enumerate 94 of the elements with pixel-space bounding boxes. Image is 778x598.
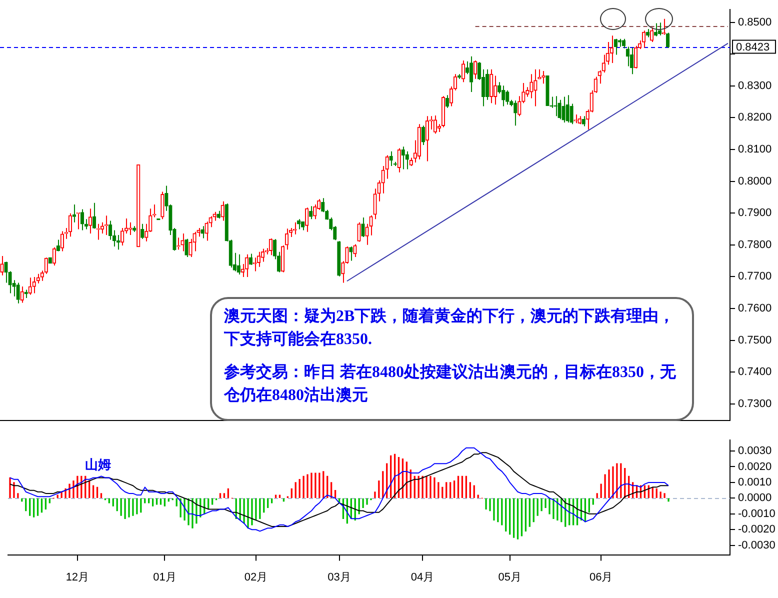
y-tick-label: -0.0020 <box>738 524 776 536</box>
ref-line-label: 0.8423 <box>736 41 770 54</box>
x-tick-label: 06月 <box>589 571 613 584</box>
candlestick <box>140 223 144 240</box>
candlestick <box>562 96 566 123</box>
candlestick <box>24 289 28 298</box>
candlestick <box>397 148 401 173</box>
y-tick-label: 0.7700 <box>738 270 772 283</box>
candlestick <box>457 74 462 80</box>
y-tick-label: 0.8100 <box>738 144 772 156</box>
candlestick <box>554 96 558 117</box>
candlestick <box>28 277 32 296</box>
candlestick <box>433 114 438 134</box>
candlestick <box>530 74 534 99</box>
annotation: 山姆 <box>85 456 111 474</box>
candlestick <box>116 234 120 250</box>
candlestick <box>538 68 542 80</box>
candlestick <box>441 96 446 128</box>
candlestick <box>204 221 208 242</box>
candlestick <box>268 238 273 256</box>
candlestick <box>337 241 341 277</box>
candlestick <box>180 232 184 252</box>
candlestick <box>4 262 8 284</box>
candlestick <box>60 230 64 252</box>
candlestick <box>361 217 365 238</box>
y-tick-label: 0.7500 <box>738 334 772 346</box>
candlestick <box>534 68 538 107</box>
y-tick-label: 0.7300 <box>738 398 772 410</box>
candlestick <box>32 276 36 294</box>
candlestick <box>574 114 578 124</box>
candlestick <box>124 218 128 234</box>
y-tick-label: 0.7900 <box>738 207 772 220</box>
candlestick <box>20 286 24 304</box>
candlestick <box>216 210 220 219</box>
candlestick <box>409 157 413 167</box>
candlestick <box>313 204 317 220</box>
candlestick <box>92 202 96 228</box>
candlestick <box>417 124 421 160</box>
y-tick-label: 0.7800 <box>738 238 772 251</box>
candlestick <box>522 82 526 104</box>
x-tick-label: 05月 <box>498 571 522 584</box>
candlestick <box>88 208 92 234</box>
y-tick-label: -0.0030 <box>738 539 776 552</box>
y-tick-label: 0.8000 <box>738 175 772 188</box>
candlestick <box>108 220 112 240</box>
x-tick-label: 01月 <box>153 571 176 584</box>
candlestick <box>120 228 124 246</box>
candlestick <box>56 239 60 251</box>
candlestick <box>152 204 156 218</box>
y-tick-label: 0.8300 <box>738 80 772 92</box>
y-tick-label: -0.0010 <box>738 508 776 520</box>
candlestick <box>582 116 586 127</box>
candlestick <box>200 226 204 239</box>
y-tick-label: 0.7600 <box>738 302 772 315</box>
x-tick-label: 12月 <box>66 571 90 584</box>
candlestick <box>425 116 429 162</box>
candlestick <box>558 99 562 120</box>
candlestick <box>176 237 180 250</box>
candlestick <box>473 60 478 80</box>
candlestick <box>518 96 522 117</box>
candlestick <box>132 226 136 232</box>
annotation: 澳元天图：疑为2B下跌，随着黄金的下行，澳元的下跌有理由，下支持可能会在8350. <box>224 306 676 350</box>
candlestick <box>0 256 4 276</box>
candlestick <box>305 207 309 232</box>
y-tick-label: 0.0030 <box>738 445 772 458</box>
candlestick <box>16 282 20 304</box>
candlestick <box>626 46 630 67</box>
x-tick-label: 03月 <box>328 571 351 584</box>
candlestick <box>514 100 518 126</box>
x-tick-label: 04月 <box>410 571 434 584</box>
y-tick-label: 0.8500 <box>738 16 772 28</box>
candlestick <box>542 70 546 84</box>
candlestick <box>256 251 261 268</box>
candlestick <box>244 254 249 278</box>
candlestick <box>160 191 164 220</box>
candlestick <box>469 56 474 92</box>
candlestick <box>349 246 353 262</box>
y-tick-label: 0.0000 <box>738 492 772 504</box>
candlestick <box>236 254 240 275</box>
candlestick <box>461 60 466 83</box>
candlestick <box>634 45 638 68</box>
y-tick-label: 0.7400 <box>738 366 772 378</box>
candlestick <box>506 90 510 106</box>
y-tick-label: 0.8200 <box>738 112 772 124</box>
candlestick <box>566 94 570 123</box>
candlestick <box>184 238 188 258</box>
candlestick <box>96 223 100 240</box>
annotation: 参考交易：昨日 若在8480处按建议沽出澳元的，目标在8350，无仓仍在8480沽出澳元 <box>224 362 677 406</box>
candlestick <box>614 39 618 56</box>
candlestick <box>389 150 393 167</box>
candlestick <box>80 208 84 231</box>
y-tick-label: 0.0020 <box>738 460 772 473</box>
y-tick-label: 0.0010 <box>738 476 772 488</box>
x-tick-label: 02月 <box>244 571 268 584</box>
